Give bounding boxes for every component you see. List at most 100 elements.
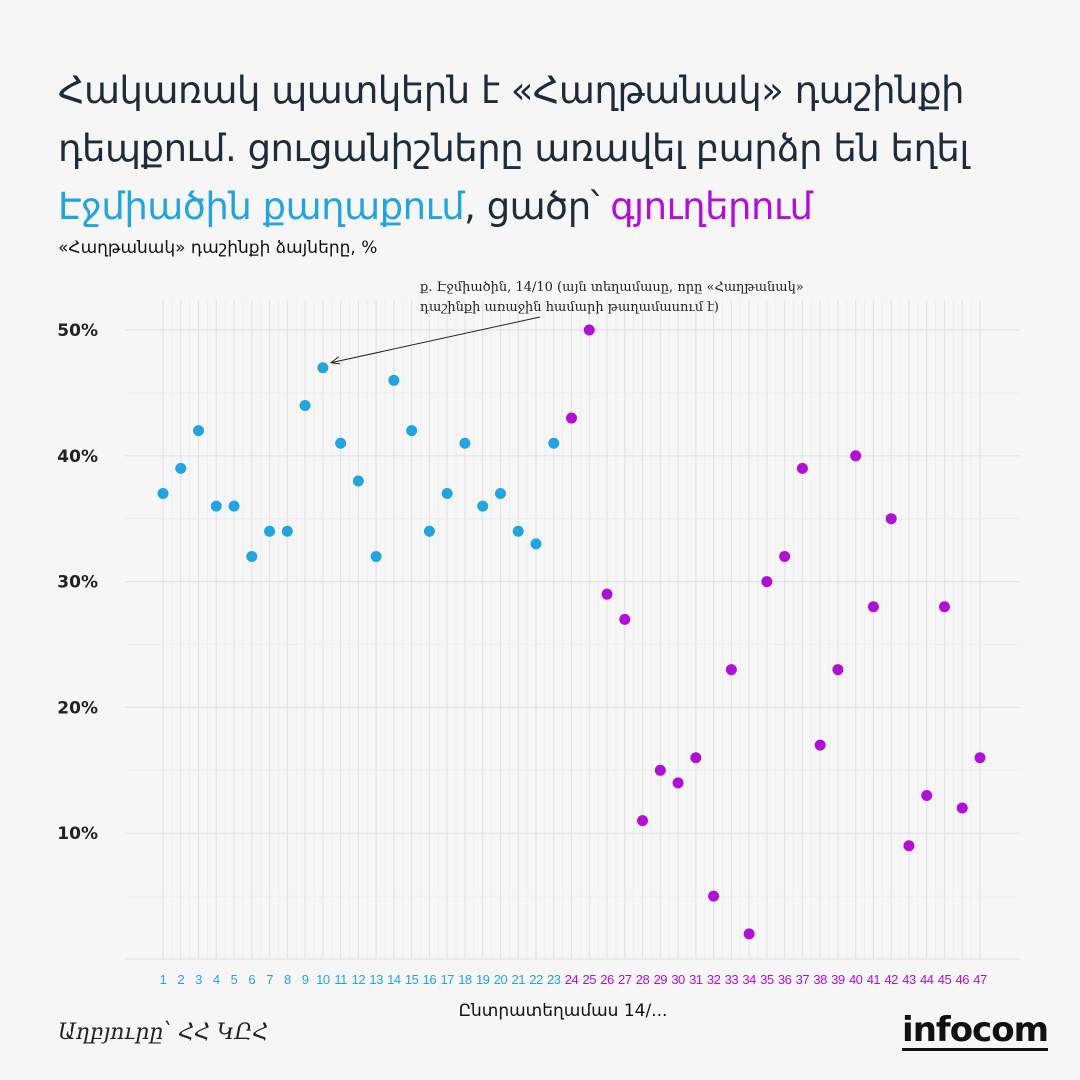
x-tick-label: 7 [266,972,273,987]
x-tick-label: 46 [956,972,970,987]
x-tick-label: 14 [387,972,401,987]
title-line-1: Հակառակ պատկերն է «Հաղթանակ» դաշինքի [58,69,965,112]
x-tick-label: 18 [458,972,472,987]
data-point [974,752,986,764]
y-tick-label: 30% [57,573,98,593]
y-tick-label: 20% [57,698,98,718]
x-tick-label: 36 [778,972,792,987]
x-tick-label: 32 [707,972,721,987]
x-tick-label: 28 [636,972,650,987]
data-point [441,488,453,500]
data-point [583,324,595,336]
x-tick-label: 34 [742,972,756,987]
title-middle: , ցածր՝ [464,185,611,228]
data-point [264,525,276,537]
data-point [335,437,347,449]
x-tick-label: 17 [440,972,454,987]
x-tick-label: 38 [813,972,827,987]
x-tick-label: 9 [302,972,309,987]
data-point [938,601,950,613]
data-point [672,777,684,789]
x-tick-label: 6 [248,972,255,987]
x-tick-label: 37 [796,972,810,987]
title-line-2: դեպքում. ցուցանիշները առավել բարձր են եղ… [58,127,969,170]
data-point [601,588,613,600]
x-tick-label: 29 [654,972,668,987]
title-line-3: Էջմիածին քաղաքում, ցածր՝ գյուղերում [58,178,1038,236]
data-point [796,462,808,474]
data-point [885,513,897,525]
data-point [281,525,293,537]
data-point [299,399,311,411]
x-tick-label: 33 [725,972,739,987]
data-point [850,450,862,462]
data-point [956,802,968,814]
x-tick-label: 1 [160,972,167,987]
data-point [423,525,435,537]
data-point [370,550,382,562]
x-tick-label: 15 [405,972,419,987]
x-tick-label: 10 [316,972,330,987]
x-tick-label: 4 [213,972,220,987]
x-tick-label: 24 [565,972,579,987]
x-tick-label: 2 [177,972,184,987]
x-tick-label: 43 [902,972,916,987]
x-tick-label: 12 [352,972,366,987]
x-tick-label: 39 [831,972,845,987]
x-tick-label: 16 [423,972,437,987]
data-point [157,488,169,500]
x-tick-label: 21 [511,972,525,987]
x-tick-label: 3 [195,972,202,987]
data-point [548,437,560,449]
x-tick-label: 11 [334,972,347,987]
x-tick-label: 20 [494,972,508,987]
data-point [246,550,258,562]
data-point [175,462,187,474]
data-point [779,550,791,562]
x-tick-label: 5 [231,972,238,987]
y-tick-label: 50% [57,321,98,341]
data-point [477,500,489,512]
x-tick-label: 31 [689,972,703,987]
data-point [193,425,205,437]
annotation-arrowhead [330,356,340,365]
chart-title: Հակառակ պատկերն է «Հաղթանակ» դաշինքի դեպ… [58,62,1038,236]
data-point [619,613,631,625]
annotation-line-1: ք. Էջմիածին, 14/10 (այն տեղամասը, որը «Հ… [420,280,804,295]
x-tick-label: 26 [600,972,614,987]
x-tick-label: 47 [973,972,987,987]
x-tick-label: 13 [369,972,383,987]
data-point [832,664,844,676]
data-point [725,664,737,676]
infocom-logo: infocom [902,1010,1049,1051]
data-point [690,752,702,764]
data-point [210,500,222,512]
title-city: Էջմիածին քաղաքում [58,185,465,228]
y-axis-title: «Հաղթանակ» դաշինքի ձայները, % [58,238,378,258]
x-tick-label: 42 [884,972,898,987]
x-tick-label: 44 [920,972,934,987]
title-village: գյուղերում [610,185,813,228]
x-tick-label: 22 [529,972,543,987]
annotation-arrow [330,316,541,364]
data-point [654,764,666,776]
data-point [903,840,915,852]
data-point [388,374,400,386]
x-tick-label: 25 [583,972,597,987]
x-tick-label: 40 [849,972,863,987]
data-point [867,601,879,613]
data-point [743,928,755,940]
y-tick-label: 10% [57,824,98,844]
data-point [761,576,773,588]
x-tick-label: 8 [284,972,291,987]
data-point [494,488,506,500]
x-tick-label: 41 [867,972,881,987]
data-point [406,425,418,437]
x-tick-label: 27 [618,972,632,987]
data-point [530,538,542,550]
x-tick-label: 35 [760,972,774,987]
x-tick-label: 23 [547,972,561,987]
data-point [566,412,577,424]
data-point [708,890,720,902]
